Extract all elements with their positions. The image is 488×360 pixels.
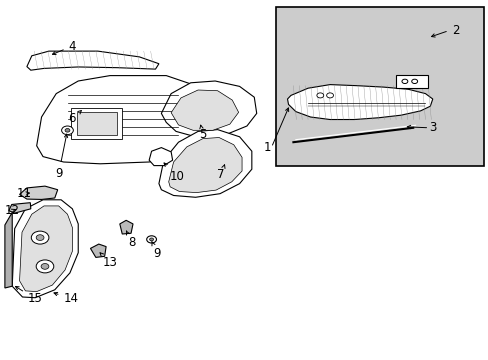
Polygon shape [171, 90, 238, 130]
Text: 5: 5 [199, 125, 206, 141]
Text: 7: 7 [217, 165, 224, 181]
Circle shape [316, 93, 323, 98]
Circle shape [41, 264, 49, 269]
Text: 11: 11 [17, 187, 32, 200]
Circle shape [149, 238, 153, 241]
Polygon shape [5, 212, 12, 288]
Text: 15: 15 [16, 287, 42, 305]
Text: 13: 13 [100, 253, 117, 269]
Circle shape [146, 236, 156, 243]
Circle shape [411, 79, 417, 84]
Text: 9: 9 [152, 242, 161, 260]
Polygon shape [159, 130, 251, 197]
Polygon shape [20, 186, 58, 199]
Text: 4: 4 [52, 40, 76, 55]
Bar [77, 112, 117, 135]
Bar [276, 7, 483, 166]
Circle shape [36, 235, 44, 240]
Polygon shape [168, 138, 242, 193]
Circle shape [31, 231, 49, 244]
Polygon shape [37, 76, 217, 164]
Text: 3: 3 [428, 121, 436, 134]
Polygon shape [20, 206, 72, 292]
Polygon shape [90, 244, 106, 257]
Circle shape [326, 93, 333, 98]
Circle shape [65, 129, 70, 132]
Polygon shape [120, 220, 133, 234]
Polygon shape [12, 200, 78, 298]
Polygon shape [27, 51, 159, 70]
Text: 1: 1 [264, 141, 271, 154]
Circle shape [61, 126, 73, 135]
Circle shape [401, 79, 407, 84]
Text: 14: 14 [54, 292, 78, 305]
Circle shape [36, 260, 54, 273]
Polygon shape [9, 203, 31, 213]
Text: 10: 10 [163, 163, 184, 183]
Text: 6: 6 [68, 111, 81, 125]
Bar [71, 108, 122, 139]
Text: 12: 12 [5, 204, 20, 217]
Text: 9: 9 [55, 134, 67, 180]
Polygon shape [287, 85, 432, 120]
Text: 8: 8 [126, 231, 136, 249]
Polygon shape [161, 81, 256, 137]
Polygon shape [149, 148, 172, 166]
Text: 2: 2 [451, 24, 459, 37]
Bar [395, 75, 427, 88]
